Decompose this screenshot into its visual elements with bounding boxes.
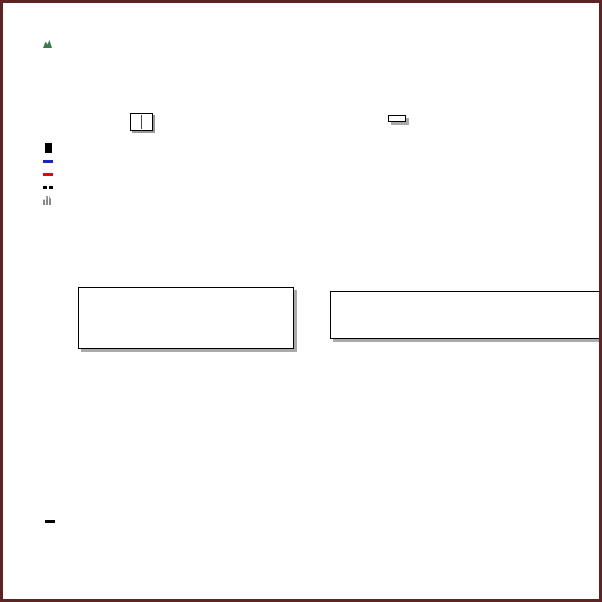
right-annotation-note (330, 291, 599, 339)
sto-line-icon (45, 520, 55, 523)
rsi-legend (43, 38, 55, 50)
sto-legend (45, 516, 66, 528)
left-annotation-note (78, 287, 294, 349)
quote-row (186, 22, 241, 34)
rsi-area-icon (43, 40, 52, 48)
sunshine-profits-badge[interactable] (130, 113, 153, 131)
resistance-callout (388, 115, 406, 122)
candlestick-icon (43, 143, 54, 153)
main-chart-legend (43, 143, 57, 208)
ma150-line-icon (43, 173, 53, 176)
ma50-line-icon (43, 160, 53, 163)
ma250-dashed-line-icon (43, 186, 53, 189)
badge-profits (142, 115, 147, 129)
volume-bars-icon (43, 196, 53, 205)
